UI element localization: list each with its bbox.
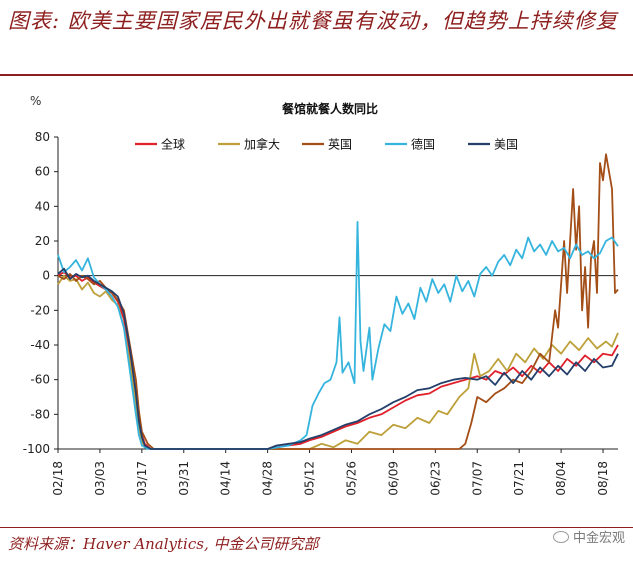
watermark-text: 中金宏观 — [572, 531, 625, 546]
y-tick-label: -60 — [30, 373, 50, 387]
x-tick-label: 03/03 — [93, 461, 107, 496]
y-tick-label: 20 — [35, 234, 50, 248]
series-lines — [57, 153, 619, 450]
series-line — [57, 271, 619, 450]
legend-label: 全球 — [161, 137, 185, 152]
legend: 全球 加拿大 英国 德国 美国 — [135, 137, 518, 152]
x-tick-label: 06/09 — [386, 461, 400, 496]
x-tick-label: 04/28 — [261, 461, 275, 496]
x-tick-label: 06/23 — [428, 461, 442, 496]
x-tick-label: 08/18 — [596, 461, 610, 496]
x-tick-label: 07/21 — [512, 461, 526, 496]
y-tick-label: 80 — [35, 130, 50, 144]
x-tick-label: 03/17 — [135, 461, 149, 496]
y-tick-label: 0 — [42, 269, 50, 283]
legend-label: 加拿大 — [244, 137, 280, 152]
series-line — [57, 267, 619, 450]
series-line — [57, 274, 619, 450]
legend-label: 英国 — [328, 138, 352, 152]
watermark: 中金宏观 — [552, 527, 625, 546]
series-line — [57, 153, 619, 450]
y-tick-label: -20 — [30, 303, 50, 317]
legend-label: 德国 — [411, 137, 435, 152]
y-tick-label: -80 — [30, 407, 50, 421]
x-tick-label: 05/26 — [344, 461, 358, 496]
source-note: 资料来源：Haver Analytics, 中金公司研究部 — [8, 535, 319, 553]
y-axis-unit: % — [30, 94, 42, 108]
legend-label: 美国 — [494, 138, 518, 152]
y-tick-label: 40 — [35, 199, 50, 213]
x-tick-label: 04/14 — [219, 461, 233, 496]
y-tick-label: 60 — [35, 165, 50, 179]
x-tick-label: 03/31 — [177, 461, 191, 496]
x-tick-label: 08/04 — [554, 461, 568, 496]
y-tick-label: -40 — [30, 338, 50, 352]
header-divider — [0, 74, 633, 76]
series-line — [57, 221, 619, 450]
y-tick-label: -100 — [23, 442, 50, 456]
x-tick-label: 05/12 — [303, 461, 317, 496]
wechat-icon — [552, 530, 569, 543]
chart-title: 餐馆就餐人数同比 — [282, 101, 378, 116]
footer-divider — [0, 527, 633, 528]
x-tick-label: 02/18 — [51, 461, 65, 496]
x-tick-label: 07/07 — [470, 461, 484, 496]
page-title: 图表: 欧美主要国家居民外出就餐虽有波动，但趋势上持续修复 — [8, 9, 618, 33]
